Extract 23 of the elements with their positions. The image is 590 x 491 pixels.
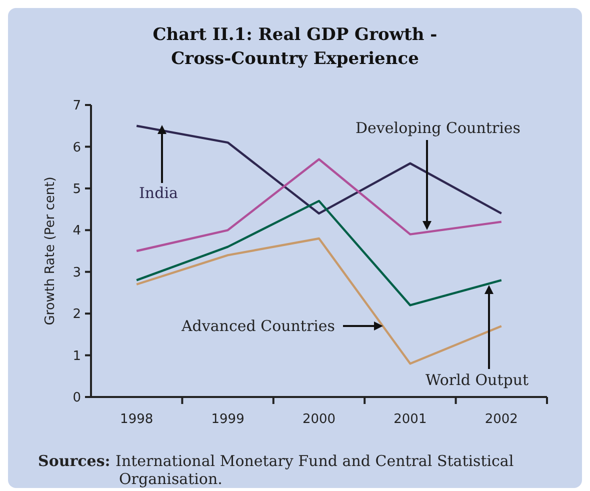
x-tick-label: 1998 [120,412,154,427]
text: World Output [425,371,529,389]
text: India [139,184,178,202]
chart-title: Chart II.1: Real GDP Growth - Cross-Country Experience [152,25,438,69]
y-tick-label: 4 [72,224,81,239]
text: Developing Countries [356,119,520,137]
y-tick-label: 7 [72,98,81,114]
y-tick-label: 3 [72,265,81,280]
line-series [136,200,502,306]
x-tick-label: 1999 [211,412,244,427]
line-series [136,237,502,365]
y-tick-label: 1 [72,348,81,364]
text: Advanced Countries [180,317,335,335]
line-series [136,158,502,252]
x-tick-label: 2002 [484,412,518,427]
y-tick-label: 5 [72,182,81,197]
x-tick-label: 2001 [394,412,427,427]
y-tick-label: 2 [72,307,81,322]
source-note: Sources: International Monetary Fund and Central Statistical Organisation. [38,452,514,488]
y-axis-title: Growth Rate (Per cent) [43,176,58,326]
y-tick-label: 0 [72,390,81,406]
x-tick-label: 2000 [302,412,336,427]
y-tick-label: 6 [72,140,81,156]
